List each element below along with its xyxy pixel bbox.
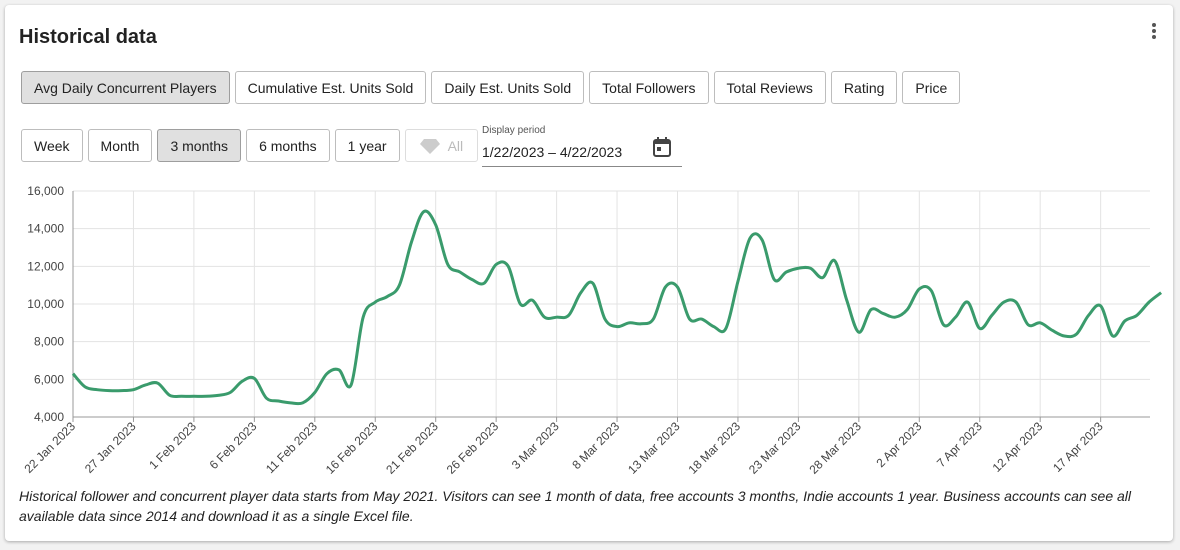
- period-button: All: [404, 129, 479, 162]
- x-tick-label: 26 Feb 2023: [444, 419, 502, 477]
- diamond-icon: [419, 138, 440, 154]
- x-tick-label: 12 Apr 2023: [990, 419, 1046, 475]
- x-tick-label: 6 Feb 2023: [207, 419, 260, 472]
- tab[interactable]: Total Followers: [589, 71, 709, 104]
- calendar-icon[interactable]: [652, 136, 672, 158]
- tab[interactable]: Cumulative Est. Units Sold: [234, 71, 427, 104]
- x-tick-label: 13 Mar 2023: [625, 419, 683, 477]
- x-tick-label: 17 Apr 2023: [1050, 419, 1106, 475]
- x-tick-label: 21 Feb 2023: [383, 419, 441, 477]
- x-tick-label: 16 Feb 2023: [323, 419, 381, 477]
- tab[interactable]: Price: [902, 71, 961, 104]
- tab[interactable]: Total Reviews: [713, 71, 826, 104]
- x-tick-label: 28 Mar 2023: [806, 419, 864, 477]
- period-row: Week Month 3 months 6 months 1 year All: [21, 129, 479, 162]
- period-button[interactable]: 1 year: [334, 129, 400, 162]
- x-tick-label: 8 Mar 2023: [569, 419, 622, 472]
- x-tick-label: 18 Mar 2023: [686, 419, 744, 477]
- x-tick-label: 7 Apr 2023: [934, 419, 985, 470]
- y-tick-label: 10,000: [27, 297, 64, 311]
- footnote: Historical follower and concurrent playe…: [19, 488, 1132, 524]
- menu-button[interactable]: [1150, 22, 1158, 42]
- x-tick-label: 2 Apr 2023: [873, 419, 924, 470]
- period-button[interactable]: Month: [87, 129, 153, 162]
- y-tick-label: 14,000: [27, 222, 64, 236]
- tab[interactable]: Daily Est. Units Sold: [431, 71, 585, 104]
- chart: 4,000 6,000 8,000 10,000 12,000 14,000 16,000 2…: [22, 184, 1163, 477]
- y-tick-label: 8,000: [34, 335, 64, 349]
- date-range-field[interactable]: 1/22/2023 – 4/22/2023: [482, 137, 682, 167]
- period-button[interactable]: 3 months: [157, 129, 242, 162]
- period-button[interactable]: 6 months: [246, 129, 330, 162]
- x-tick-label: 3 Mar 2023: [509, 419, 562, 472]
- tab[interactable]: Rating: [830, 71, 898, 104]
- label: All: [447, 137, 464, 154]
- period-button[interactable]: Week: [21, 129, 83, 162]
- x-tick-label: 23 Mar 2023: [746, 419, 804, 477]
- tab-row: Avg Daily Concurrent Players Cumulative …: [21, 71, 961, 104]
- y-tick-label: 16,000: [27, 184, 64, 198]
- y-tick-label: 6,000: [34, 372, 64, 386]
- x-tick-label: 22 Jan 2023: [22, 419, 79, 476]
- title: Historical data: [19, 26, 157, 48]
- line: [71, 209, 1163, 406]
- field-label: Display period: [482, 125, 546, 136]
- x-tick-label: 1 Feb 2023: [146, 419, 199, 472]
- x-tick-label: 27 Jan 2023: [82, 419, 139, 476]
- x-tick-label: 11 Feb 2023: [263, 419, 320, 476]
- tab[interactable]: Avg Daily Concurrent Players: [21, 71, 230, 104]
- y-tick-label: 12,000: [27, 259, 64, 273]
- field-value: 1/22/2023 – 4/22/2023: [482, 144, 623, 160]
- y-tick-label: 4,000: [34, 410, 64, 424]
